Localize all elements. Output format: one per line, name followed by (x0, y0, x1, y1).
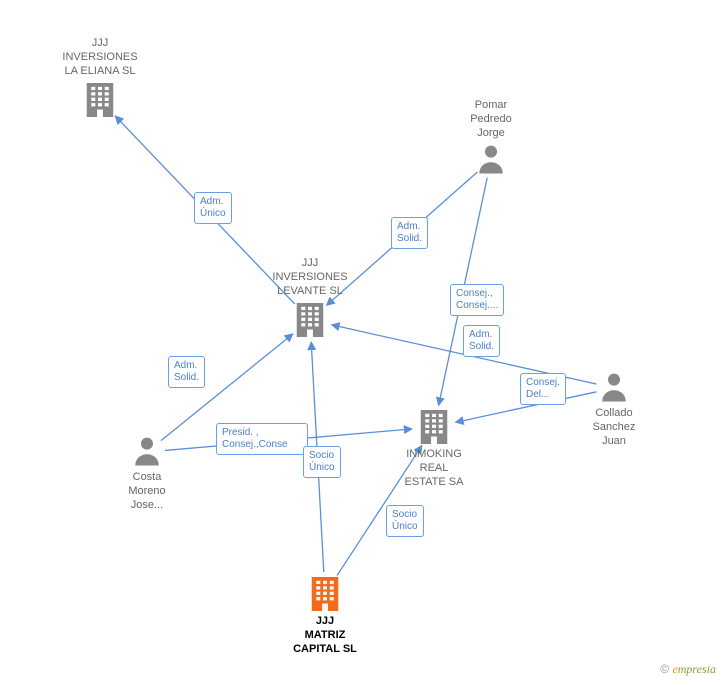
node-container[interactable]: Costa Moreno Jose... (87, 469, 207, 512)
person-node[interactable] (135, 438, 158, 466)
person-icon (479, 146, 502, 174)
person-node[interactable] (602, 374, 625, 402)
edge-label: Socio Único (386, 505, 424, 537)
node-label: Pomar Pedredo Jorge (431, 99, 551, 140)
edge-label: Consej. Del... (520, 373, 566, 405)
network-canvas (0, 0, 728, 685)
node-label: JJJ MATRIZ CAPITAL SL (265, 615, 385, 656)
edge-label: Adm. Solid. (168, 356, 205, 388)
edge-label: Presid. , Consej.,Conse (216, 423, 308, 455)
building-icon (297, 303, 324, 337)
node-container[interactable]: INMOKING REAL ESTATE SA (374, 446, 494, 489)
node-label: INMOKING REAL ESTATE SA (374, 448, 494, 489)
node-container[interactable]: JJJ INVERSIONES LEVANTE SL (250, 255, 370, 298)
node-container[interactable]: JJJ MATRIZ CAPITAL SL (265, 613, 385, 656)
node-label: JJJ INVERSIONES LA ELIANA SL (40, 37, 160, 78)
company-node[interactable] (87, 83, 114, 117)
node-label: JJJ INVERSIONES LEVANTE SL (250, 257, 370, 298)
building-icon (421, 410, 448, 444)
person-icon (135, 438, 158, 466)
node-container[interactable]: JJJ INVERSIONES LA ELIANA SL (40, 35, 160, 78)
node-label: Collado Sanchez Juan (554, 407, 674, 448)
edge-label: Consej., Consej.... (450, 284, 504, 316)
person-icon (602, 374, 625, 402)
building-icon (87, 83, 114, 117)
edge-label: Adm. Único (194, 192, 232, 224)
building-icon (312, 577, 339, 611)
node-label: Costa Moreno Jose... (87, 471, 207, 512)
company-node[interactable] (421, 410, 448, 444)
node-container[interactable]: Collado Sanchez Juan (554, 405, 674, 448)
watermark: © empresia (660, 662, 716, 677)
node-container[interactable]: Pomar Pedredo Jorge (431, 97, 551, 140)
edge-label: Adm. Solid. (463, 325, 500, 357)
edge-label: Adm. Solid. (391, 217, 428, 249)
edge-label: Socio Único (303, 446, 341, 478)
person-node[interactable] (479, 146, 502, 174)
company-node[interactable] (297, 303, 324, 337)
company-node[interactable] (312, 577, 339, 611)
